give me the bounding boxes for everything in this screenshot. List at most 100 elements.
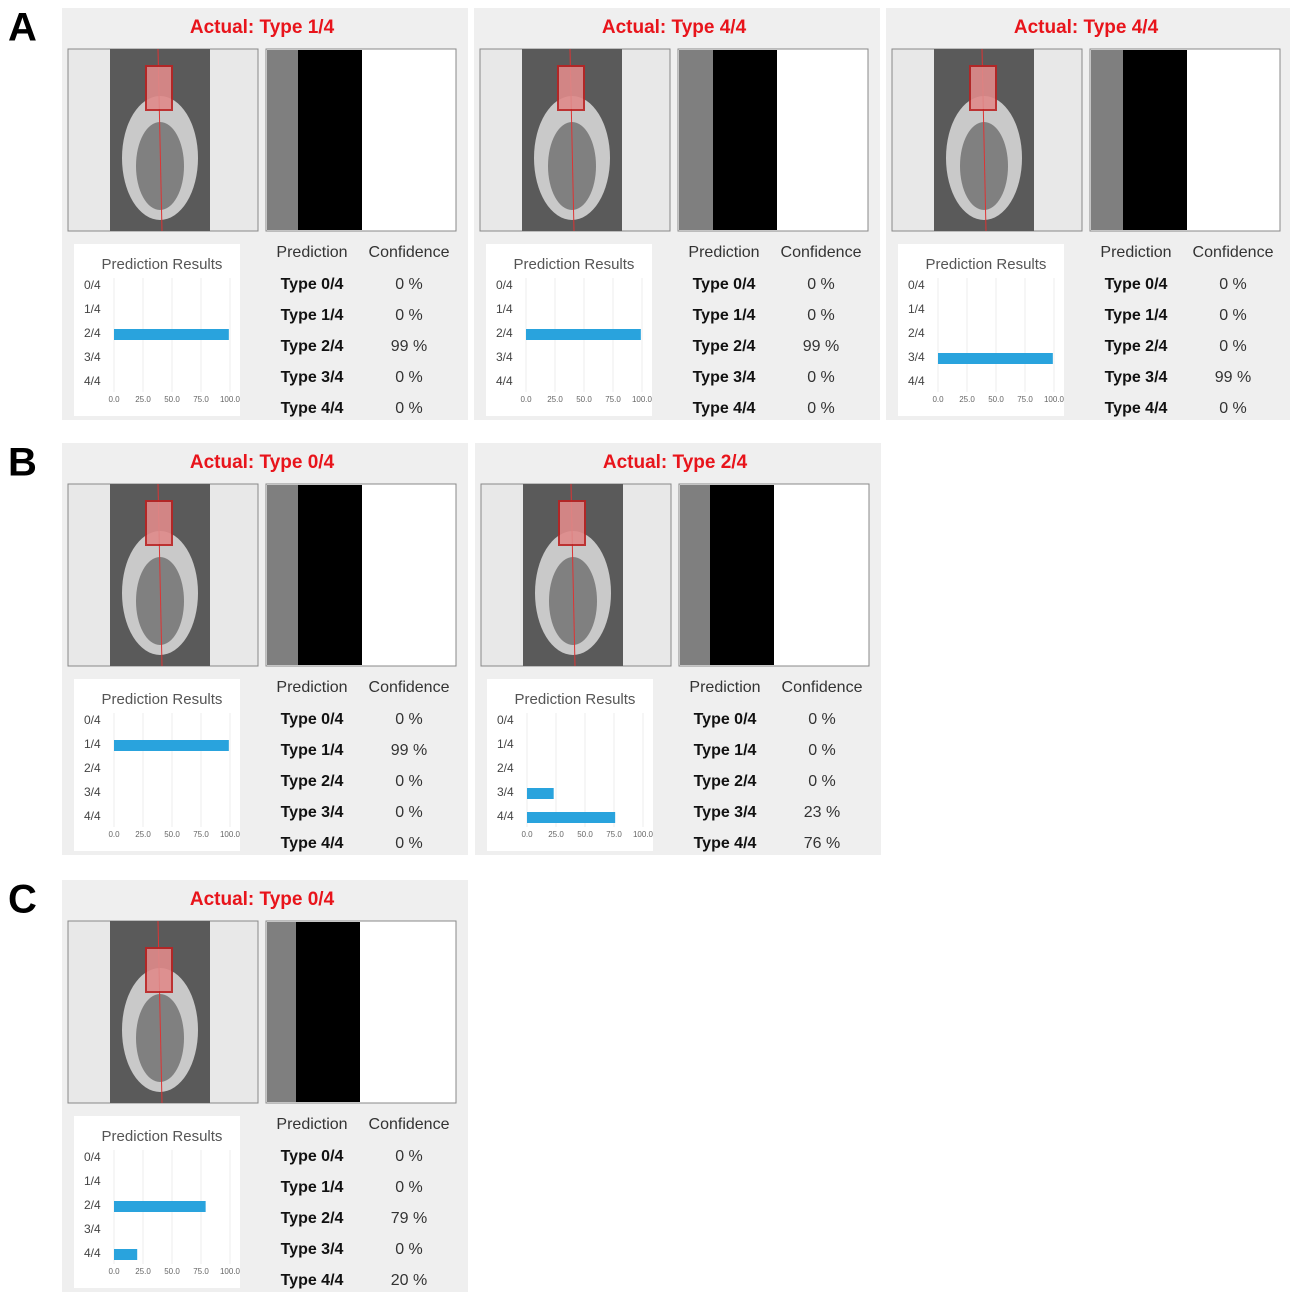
- confidence-value: 0 %: [395, 835, 423, 852]
- bar: [114, 1249, 137, 1260]
- confidence-value: 0 %: [1219, 276, 1247, 293]
- y-tick-label: 2/4: [496, 326, 513, 340]
- confidence-value: 0 %: [808, 711, 836, 728]
- x-tick-label: 0.0: [521, 830, 533, 839]
- confidence-value: 99 %: [803, 338, 839, 355]
- segmentation-band: [298, 485, 362, 665]
- x-tick-label: 0.0: [932, 395, 944, 404]
- prediction-label: Type 0/4: [694, 711, 757, 728]
- implant: [146, 948, 172, 992]
- table-header: Confidence: [369, 244, 450, 261]
- prediction-label: Type 0/4: [693, 276, 756, 293]
- x-tick-label: 75.0: [193, 395, 209, 404]
- case-title: Actual: Type 1/4: [190, 17, 335, 38]
- prediction-label: Type 3/4: [281, 804, 344, 821]
- table-header: Prediction: [689, 679, 760, 696]
- y-tick-label: 1/4: [496, 302, 513, 316]
- x-tick-label: 25.0: [547, 395, 563, 404]
- y-tick-label: 3/4: [496, 350, 513, 364]
- y-tick-label: 4/4: [84, 1246, 101, 1260]
- panel-label: B: [8, 441, 37, 485]
- case-title: Actual: Type 0/4: [190, 889, 335, 910]
- prediction-label: Type 4/4: [1105, 400, 1168, 417]
- confidence-value: 99 %: [391, 742, 427, 759]
- prediction-label: Type 4/4: [281, 835, 344, 852]
- prediction-label: Type 1/4: [694, 742, 757, 759]
- confidence-value: 0 %: [395, 1179, 423, 1196]
- prediction-label: Type 3/4: [1105, 369, 1168, 386]
- x-tick-label: 75.0: [606, 830, 622, 839]
- confidence-value: 0 %: [395, 369, 423, 386]
- x-tick-label: 100.0: [633, 830, 654, 839]
- y-tick-label: 0/4: [84, 278, 101, 292]
- case-panel: Actual: Type 0/4Prediction Results0.025.…: [62, 880, 468, 1292]
- bar: [527, 812, 615, 823]
- case-title: Actual: Type 4/4: [602, 17, 747, 38]
- confidence-value: 0 %: [808, 773, 836, 790]
- confidence-value: 99 %: [391, 338, 427, 355]
- x-tick-label: 50.0: [576, 395, 592, 404]
- implant: [146, 501, 172, 545]
- prediction-label: Type 1/4: [693, 307, 756, 324]
- confidence-value: 0 %: [395, 307, 423, 324]
- chart-title: Prediction Results: [515, 691, 636, 708]
- y-tick-label: 2/4: [497, 761, 514, 775]
- x-tick-label: 50.0: [164, 1267, 180, 1276]
- confidence-value: 0 %: [395, 1241, 423, 1258]
- case-title: Actual: Type 2/4: [603, 452, 748, 473]
- confidence-value: 0 %: [395, 276, 423, 293]
- x-tick-label: 50.0: [164, 830, 180, 839]
- y-tick-label: 3/4: [84, 1222, 101, 1236]
- prediction-label: Type 1/4: [1105, 307, 1168, 324]
- confidence-value: 0 %: [807, 307, 835, 324]
- prediction-label: Type 0/4: [281, 276, 344, 293]
- y-tick-label: 2/4: [84, 761, 101, 775]
- prediction-label: Type 0/4: [281, 711, 344, 728]
- table-header: Prediction: [688, 244, 759, 261]
- confidence-value: 0 %: [1219, 338, 1247, 355]
- y-tick-label: 1/4: [497, 737, 514, 751]
- x-tick-label: 100.0: [220, 830, 241, 839]
- x-tick-label: 0.0: [108, 1267, 120, 1276]
- prediction-label: Type 3/4: [694, 804, 757, 821]
- x-tick-label: 75.0: [605, 395, 621, 404]
- y-tick-label: 4/4: [84, 374, 101, 388]
- implant: [146, 66, 172, 110]
- y-tick-label: 0/4: [497, 713, 514, 727]
- prediction-label: Type 1/4: [281, 742, 344, 759]
- x-tick-label: 0.0: [108, 830, 120, 839]
- y-tick-label: 0/4: [84, 713, 101, 727]
- prediction-label: Type 4/4: [281, 400, 344, 417]
- chart-title: Prediction Results: [102, 1128, 223, 1145]
- x-tick-label: 100.0: [220, 395, 241, 404]
- x-tick-label: 0.0: [108, 395, 120, 404]
- x-tick-label: 50.0: [988, 395, 1004, 404]
- table-header: Confidence: [1193, 244, 1274, 261]
- table-header: Confidence: [781, 244, 862, 261]
- prediction-label: Type 4/4: [281, 1272, 344, 1289]
- prediction-label: Type 3/4: [281, 369, 344, 386]
- prediction-label: Type 1/4: [281, 307, 344, 324]
- prediction-label: Type 2/4: [281, 338, 344, 355]
- y-tick-label: 2/4: [84, 326, 101, 340]
- chart-title: Prediction Results: [514, 256, 635, 273]
- confidence-value: 0 %: [395, 711, 423, 728]
- implant: [970, 66, 996, 110]
- x-tick-label: 75.0: [1017, 395, 1033, 404]
- table-header: Confidence: [369, 1116, 450, 1133]
- panel-label: A: [8, 6, 37, 50]
- implant: [558, 66, 584, 110]
- prediction-label: Type 2/4: [281, 773, 344, 790]
- y-tick-label: 3/4: [84, 785, 101, 799]
- segmentation-band: [713, 50, 777, 230]
- table-header: Prediction: [276, 679, 347, 696]
- prediction-label: Type 4/4: [693, 400, 756, 417]
- case-panel: Actual: Type 2/4Prediction Results0.025.…: [475, 443, 881, 855]
- segmentation-band: [298, 50, 362, 230]
- y-tick-label: 3/4: [908, 350, 925, 364]
- prediction-label: Type 2/4: [694, 773, 757, 790]
- bar: [527, 788, 554, 799]
- confidence-value: 0 %: [395, 773, 423, 790]
